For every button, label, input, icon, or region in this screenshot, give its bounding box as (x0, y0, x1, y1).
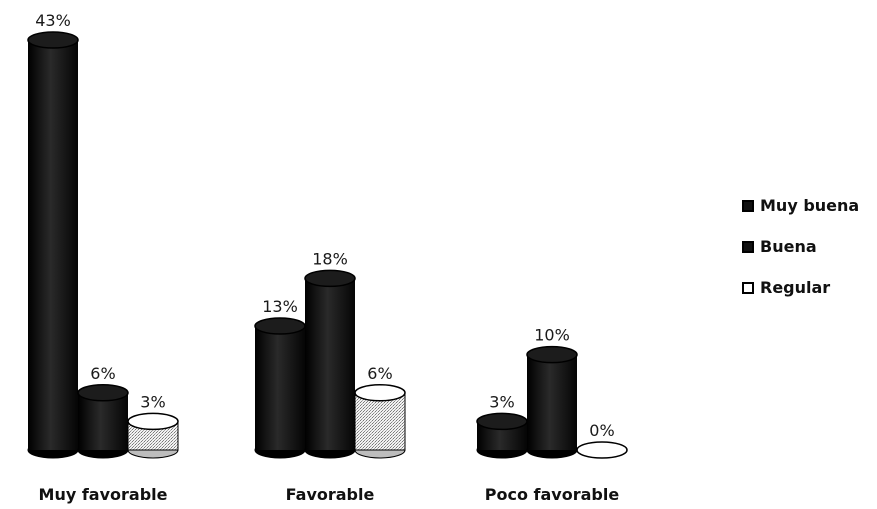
value-label: 13% (262, 297, 298, 316)
bar-regular-muy-favorable (127, 412, 179, 459)
bar-muy-buena-muy-favorable (27, 31, 79, 459)
legend-swatch (742, 200, 754, 212)
bar-buena-muy-favorable (77, 384, 129, 459)
value-label: 0% (589, 421, 614, 440)
category-labels-group: Muy favorable Favorable Poco favorable (39, 485, 620, 504)
legend-item-regular: Regular (742, 278, 830, 297)
value-label: 6% (367, 364, 392, 383)
category-label: Poco favorable (485, 485, 620, 504)
bar-muy-buena-poco-favorable (476, 412, 528, 459)
value-labels-group: 43% 6% 3% 13% 18% 6% 3% 10% 0% (35, 11, 614, 440)
legend-label: Muy buena (760, 196, 859, 215)
value-label: 18% (312, 249, 348, 268)
legend-item-buena: Buena (742, 237, 817, 256)
bar-buena-favorable (304, 269, 356, 459)
value-label: 3% (140, 392, 165, 411)
legend-label: Buena (760, 237, 817, 256)
legend: Muy buena Buena Regular (742, 196, 859, 297)
bar-regular-poco-favorable (576, 441, 628, 459)
value-label: 10% (534, 326, 570, 345)
category-label: Favorable (286, 485, 375, 504)
value-label: 3% (489, 392, 514, 411)
bar-buena-poco-favorable (526, 345, 578, 459)
value-label: 6% (90, 364, 115, 383)
legend-item-muy-buena: Muy buena (742, 196, 859, 215)
bar-regular-favorable (354, 384, 406, 459)
legend-swatch (742, 241, 754, 253)
value-label: 43% (35, 11, 71, 30)
legend-label: Regular (760, 278, 830, 297)
legend-swatch (742, 282, 754, 294)
bars-group (27, 31, 628, 459)
category-label: Muy favorable (39, 485, 168, 504)
bar-muy-buena-favorable (254, 317, 306, 459)
